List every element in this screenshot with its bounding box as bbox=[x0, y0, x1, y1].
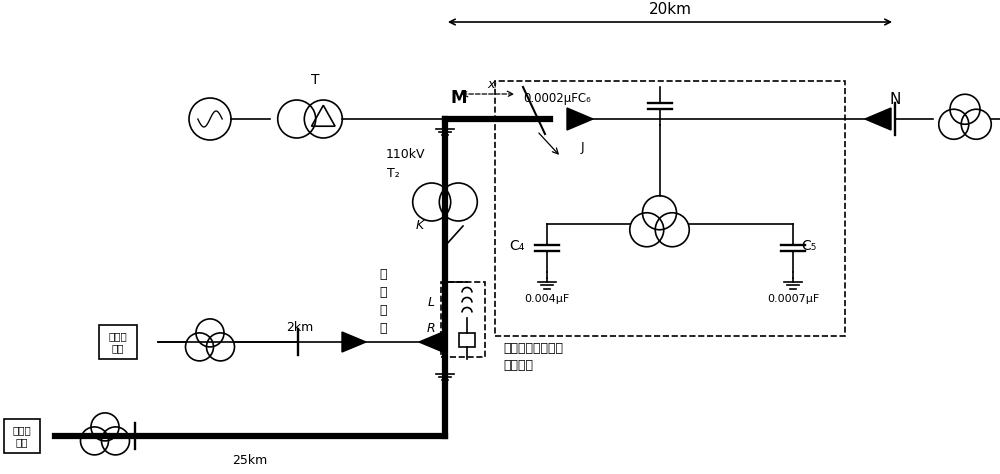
Polygon shape bbox=[342, 332, 366, 352]
Text: C₅: C₅ bbox=[801, 239, 816, 253]
Bar bbox=[4, 419, 40, 453]
Bar bbox=[441, 282, 485, 356]
Text: 0.0002μFC₆: 0.0002μFC₆ bbox=[523, 92, 591, 105]
Text: J: J bbox=[580, 141, 584, 154]
Text: 消
弧
线
圈: 消 弧 线 圈 bbox=[379, 268, 387, 336]
Text: 20km: 20km bbox=[648, 2, 691, 17]
Bar bbox=[459, 332, 475, 346]
Text: M: M bbox=[451, 89, 468, 107]
Text: N: N bbox=[889, 92, 901, 107]
Text: L: L bbox=[428, 296, 435, 309]
Text: 2km: 2km bbox=[286, 321, 314, 334]
Text: 0.0007μF: 0.0007μF bbox=[767, 294, 819, 304]
Text: T: T bbox=[311, 73, 319, 87]
Text: 25km: 25km bbox=[232, 454, 268, 467]
Text: 恒定负
荷２: 恒定负 荷２ bbox=[109, 331, 127, 353]
Text: 0.004μF: 0.004μF bbox=[524, 294, 570, 304]
Polygon shape bbox=[419, 332, 443, 352]
Bar bbox=[495, 81, 845, 336]
Polygon shape bbox=[567, 108, 593, 130]
Text: K: K bbox=[416, 219, 424, 232]
Text: 110kV: 110kV bbox=[385, 147, 425, 161]
Text: C₄: C₄ bbox=[510, 239, 525, 253]
Text: T₂: T₂ bbox=[387, 167, 399, 180]
Polygon shape bbox=[865, 108, 891, 130]
Text: R: R bbox=[426, 321, 435, 335]
Text: 恒定负
荷２: 恒定负 荷２ bbox=[13, 425, 31, 447]
Bar bbox=[99, 325, 137, 359]
Text: 负荷侧降压变对地
杂散电容: 负荷侧降压变对地 杂散电容 bbox=[503, 342, 563, 372]
Text: xₗ: xₗ bbox=[488, 78, 497, 91]
